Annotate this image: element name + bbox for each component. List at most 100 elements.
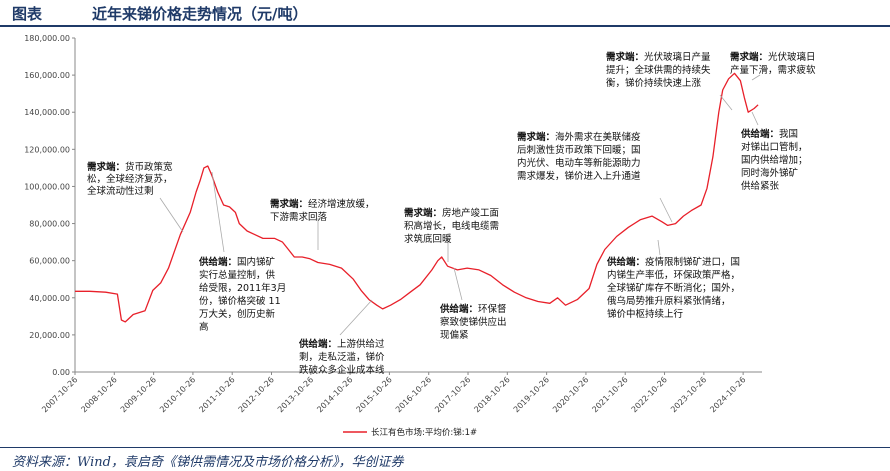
annotation-line: 需求端：光伏玻璃日 bbox=[730, 51, 816, 63]
x-tick-label: 2012-10-26 bbox=[237, 375, 276, 414]
annotation-line: 全球锑矿库存不断消化；国外， bbox=[607, 282, 740, 294]
annotation-line: 供给紧张 bbox=[741, 180, 780, 192]
annotation-box: 供给端：疫情限制锑矿进口，国内锑生产率低，环保政策严格，全球锑矿库存不断消化；国… bbox=[606, 256, 740, 320]
annotation-pointer bbox=[211, 171, 225, 253]
x-tick-label: 2014-10-26 bbox=[315, 375, 354, 414]
x-tick-label: 2017-10-26 bbox=[433, 375, 472, 414]
x-tick-label: 2011-10-26 bbox=[197, 375, 236, 414]
annotation-head: 供给端： bbox=[606, 256, 645, 268]
annotation-line: 产量下滑，需求疲软 bbox=[730, 64, 816, 76]
annotation-line: 内光伏、电动车等新能源助力 bbox=[517, 157, 641, 169]
annotation-line: 万大关，创历史新 bbox=[199, 308, 276, 320]
annotation-pointer bbox=[657, 239, 661, 256]
annotation-line: 实行总量控制，供 bbox=[199, 269, 276, 281]
y-tick-label: 160,000.00 bbox=[24, 71, 70, 80]
y-tick-label: 20,000.00 bbox=[29, 331, 70, 340]
annotation-text: 光伏玻璃日产量 bbox=[644, 51, 711, 63]
annotation-line: 俄乌局势推升原料紧张情绪， bbox=[607, 295, 731, 307]
y-tick-label: 180,000.00 bbox=[24, 34, 70, 43]
annotation-line: 内锑生产率低，环保政策严格， bbox=[607, 269, 740, 281]
header-rule bbox=[0, 25, 890, 27]
annotation-head: 需求端： bbox=[517, 131, 555, 143]
y-tick-label: 140,000.00 bbox=[24, 108, 70, 117]
annotation-text: 货币政策宽 bbox=[125, 161, 173, 173]
annotation-text: 海外需求在美联储疫 bbox=[555, 131, 641, 143]
x-tick-label: 2018-10-26 bbox=[472, 375, 511, 414]
annotation-pointer bbox=[339, 299, 373, 336]
annotation-box: 需求端：经济增速放缓，下游需求回落 bbox=[270, 198, 375, 223]
x-tick-label: 2009-10-26 bbox=[119, 375, 158, 414]
annotation-line: 后刺激性货币政策下回暖；国 bbox=[517, 144, 641, 156]
x-tick-label: 2019-10-26 bbox=[512, 375, 551, 414]
annotation-line: 供给端：环保督 bbox=[439, 303, 507, 315]
annotation-line: 高 bbox=[199, 321, 209, 333]
y-tick-label: 100,000.00 bbox=[24, 182, 70, 191]
x-tick-label: 2020-10-26 bbox=[551, 375, 590, 414]
annotation-pointer bbox=[159, 197, 184, 233]
annotation-head: 需求端： bbox=[730, 51, 768, 63]
annotation-line: 下游需求回落 bbox=[270, 211, 328, 223]
annotation-pointer bbox=[719, 94, 733, 111]
annotation-text: 光伏玻璃日 bbox=[768, 51, 816, 63]
y-tick-label: 40,000.00 bbox=[29, 294, 70, 303]
annotation-text: 房地产竣工面 bbox=[442, 207, 499, 219]
annotation-head: 需求端： bbox=[87, 161, 125, 173]
x-tick-label: 2007-10-26 bbox=[40, 375, 79, 414]
x-tick-label: 2008-10-26 bbox=[79, 375, 118, 414]
x-tick-label: 2021-10-26 bbox=[590, 375, 629, 414]
y-tick-label: 60,000.00 bbox=[29, 257, 70, 266]
annotation-head: 需求端： bbox=[606, 51, 644, 63]
annotation-text: 疫情限制锑矿进口，国 bbox=[645, 256, 740, 268]
annotation-line: 需求端：光伏玻璃日产量 bbox=[606, 51, 711, 63]
annotation-line: 衡，锑价持续快速上涨 bbox=[606, 77, 702, 89]
y-tick-label: 0.00 bbox=[52, 368, 70, 377]
annotation-pointer bbox=[751, 74, 761, 81]
annotation-line: 份，锑价格突破 11 bbox=[199, 295, 281, 307]
source-note: 资料来源：Wind，袁启奇《锑供需情况及市场价格分析》，华创证券 bbox=[12, 455, 404, 470]
annotation-line: 供给端：国内锑矿 bbox=[198, 256, 276, 268]
annotation-line: 同时海外锑矿 bbox=[741, 167, 799, 179]
annotation-text: 上游供给过 bbox=[337, 338, 385, 350]
series-line-antimony-price bbox=[75, 72, 759, 323]
annotation-head: 需求端： bbox=[270, 198, 308, 210]
annotation-box: 需求端：海外需求在美联储疫后刺激性货币政策下回暖；国内光伏、电动车等新能源助力需… bbox=[517, 131, 641, 182]
annotation-line: 需求爆发，锑价进入上升通道 bbox=[517, 170, 641, 182]
annotation-head: 供给端： bbox=[298, 338, 337, 350]
annotation-line: 全球流动性过剩 bbox=[87, 185, 154, 197]
annotation-line: 国内供给增加； bbox=[741, 154, 808, 166]
annotation-text: 经济增速放缓， bbox=[308, 198, 375, 210]
annotation-text: 我国 bbox=[779, 129, 798, 140]
annotation-head: 供给端： bbox=[740, 128, 779, 140]
annotation-line: 察致使锑供应出 bbox=[440, 316, 507, 328]
annotation-line: 需求端：货币政策宽 bbox=[87, 161, 173, 173]
legend: 长江有色市场:平均价:锑:1# bbox=[343, 427, 477, 438]
annotation-line: 现偏紧 bbox=[440, 329, 469, 341]
x-tick-label: 2010-10-26 bbox=[158, 375, 197, 414]
annotation-line: 对锑出口管制， bbox=[741, 141, 808, 153]
figure-title: 近年来锑价格走势情况（元/吨） bbox=[92, 5, 308, 23]
annotation-head: 需求端： bbox=[404, 207, 442, 219]
annotation-line: 积高增长，电线电缆需 bbox=[404, 220, 499, 232]
footer-rule bbox=[0, 447, 890, 448]
annotation-text: 环保督 bbox=[478, 303, 507, 315]
y-tick-label: 80,000.00 bbox=[29, 220, 70, 229]
annotation-line: 需求端：经济增速放缓， bbox=[270, 198, 375, 210]
x-tick-label: 2015-10-26 bbox=[355, 375, 394, 414]
annotation-line: 需求端：房地产竣工面 bbox=[404, 207, 499, 219]
annotation-line: 供给端：上游供给过 bbox=[298, 338, 385, 350]
annotation-line: 跌破众多企业成本线 bbox=[299, 364, 385, 376]
annotation-head: 供给端： bbox=[439, 303, 478, 315]
annotation-line: 给受限，2011年3月 bbox=[199, 282, 286, 294]
x-tick-label: 2016-10-26 bbox=[394, 375, 433, 414]
annotation-line: 需求端：海外需求在美联储疫 bbox=[517, 131, 641, 143]
x-tick-label: 2023-10-26 bbox=[669, 375, 708, 414]
